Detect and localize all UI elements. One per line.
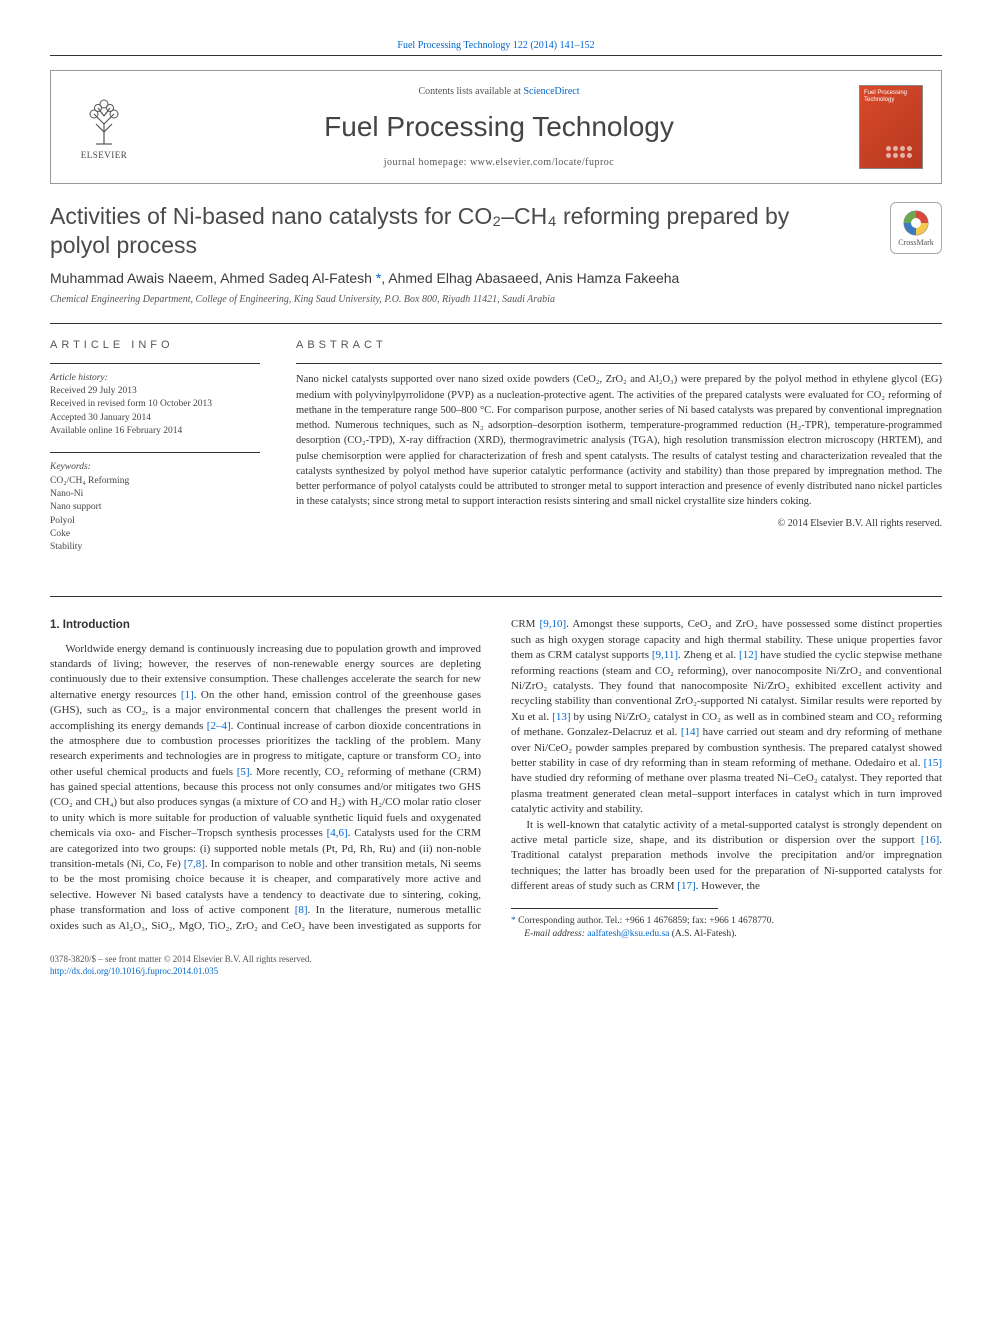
history-accepted: Accepted 30 January 2014 xyxy=(50,412,260,425)
ref-link[interactable]: [5] xyxy=(237,766,250,778)
journal-header: ELSEVIER Contents lists available at Sci… xyxy=(50,70,942,184)
corr-email-link[interactable]: aalfatesh@ksu.edu.sa xyxy=(587,929,669,939)
section-head: 1. Introduction xyxy=(50,617,481,633)
t: have studied dry reforming of methane ov… xyxy=(511,772,942,815)
ref-link[interactable]: [2–4] xyxy=(207,720,231,732)
authors-line: Muhammad Awais Naeem, Ahmed Sadeq Al-Fat… xyxy=(50,270,942,286)
ref-link[interactable]: [17] xyxy=(677,880,695,892)
ref-link[interactable]: [9,10] xyxy=(540,618,567,630)
ref-link[interactable]: [1] xyxy=(181,689,194,701)
doi-link[interactable]: http://dx.doi.org/10.1016/j.fuproc.2014.… xyxy=(50,966,218,976)
publisher-name: ELSEVIER xyxy=(81,150,128,160)
article-title: Activities of Ni-based nano catalysts fo… xyxy=(50,202,830,260)
email-tail: (A.S. Al-Fatesh). xyxy=(669,929,736,939)
journal-homepage: journal homepage: www.elsevier.com/locat… xyxy=(139,157,859,168)
elsevier-tree-icon xyxy=(80,94,128,148)
rule-top xyxy=(50,55,942,56)
footer-copyright: 0378-3820/$ – see front matter © 2014 El… xyxy=(50,954,942,966)
corr-author-line: Corresponding author. Tel.: +966 1 46768… xyxy=(518,916,774,926)
abstract-copyright: © 2014 Elsevier B.V. All rights reserved… xyxy=(296,517,942,532)
cover-label: Fuel Processing Technology xyxy=(864,90,922,103)
footnote-rule xyxy=(511,908,718,909)
ref-link[interactable]: [8] xyxy=(295,904,308,916)
citation-header: Fuel Processing Technology 122 (2014) 14… xyxy=(50,40,942,51)
rule-above-abstract xyxy=(50,323,942,324)
abstract-col: abstract Nano nickel catalysts supported… xyxy=(296,338,942,569)
ref-link[interactable]: [14] xyxy=(681,726,699,738)
ref-link[interactable]: [12] xyxy=(739,649,757,661)
rule-info-2 xyxy=(50,452,260,453)
keyword: Nano support xyxy=(50,501,260,514)
journal-title: Fuel Processing Technology xyxy=(139,111,859,143)
crossmark-label: CrossMark xyxy=(898,238,934,247)
keyword: CO₂/CH₄ Reforming xyxy=(50,475,260,488)
ref-link[interactable]: [4,6] xyxy=(327,827,348,839)
ref-link[interactable]: [15] xyxy=(924,757,942,769)
history-received: Received 29 July 2013 xyxy=(50,385,260,398)
rule-above-body xyxy=(50,596,942,597)
crossmark-icon xyxy=(902,209,930,237)
citation-link[interactable]: Fuel Processing Technology 122 (2014) 14… xyxy=(397,40,594,51)
history-head: Article history: xyxy=(50,372,260,385)
crossmark-badge[interactable]: CrossMark xyxy=(890,202,942,254)
publisher-logo: ELSEVIER xyxy=(69,94,139,160)
email-label: E-mail address: xyxy=(524,929,587,939)
abstract-head: abstract xyxy=(296,338,942,354)
body-columns: 1. Introduction Worldwide energy demand … xyxy=(50,617,942,940)
t: . However, the xyxy=(696,880,760,892)
article-info-head: article info xyxy=(50,338,260,353)
ref-link[interactable]: [9,11] xyxy=(652,649,678,661)
keyword: Coke xyxy=(50,528,260,541)
rule-info-1 xyxy=(50,363,260,364)
body-para-2: It is well-known that catalytic activity… xyxy=(511,818,942,895)
t: It is well-known that catalytic activity… xyxy=(511,819,942,846)
rule-abstract xyxy=(296,363,942,364)
keyword: Nano-Ni xyxy=(50,488,260,501)
footer-block: 0378-3820/$ – see front matter © 2014 El… xyxy=(50,954,942,977)
footnote-star: * xyxy=(511,916,516,926)
contents-pre: Contents lists available at xyxy=(418,86,523,97)
contents-lists-line: Contents lists available at ScienceDirec… xyxy=(139,86,859,97)
t: . Zheng et al. xyxy=(678,649,739,661)
journal-cover-thumb: Fuel Processing Technology xyxy=(859,85,923,169)
homepage-url: www.elsevier.com/locate/fuproc xyxy=(470,157,614,168)
sciencedirect-link[interactable]: ScienceDirect xyxy=(523,86,579,97)
article-info-col: article info Article history: Received 2… xyxy=(50,338,260,569)
affiliation: Chemical Engineering Department, College… xyxy=(50,294,942,305)
footnote-block: * Corresponding author. Tel.: +966 1 467… xyxy=(511,915,942,940)
ref-link[interactable]: [7,8] xyxy=(184,858,205,870)
authors-pre: Muhammad Awais Naeem, Ahmed Sadeq Al-Fat… xyxy=(50,270,376,286)
homepage-label: journal homepage: xyxy=(384,157,470,168)
abstract-text: Nano nickel catalysts supported over nan… xyxy=(296,372,942,509)
keywords-head: Keywords: xyxy=(50,461,260,474)
ref-link[interactable]: [16] xyxy=(921,834,939,846)
history-online: Available online 16 February 2014 xyxy=(50,425,260,438)
keyword: Polyol xyxy=(50,515,260,528)
ref-link[interactable]: [13] xyxy=(552,711,570,723)
authors-post: , Ahmed Elhag Abasaeed, Anis Hamza Fakee… xyxy=(381,270,679,286)
keyword: Stability xyxy=(50,541,260,554)
history-revised: Received in revised form 10 October 2013 xyxy=(50,398,260,411)
